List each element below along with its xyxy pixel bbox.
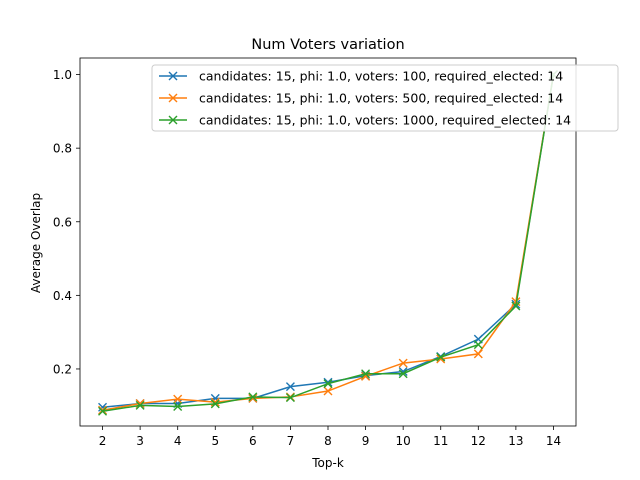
legend-swatch-marker: [168, 115, 178, 125]
data-point-s3-8: [323, 379, 333, 389]
x-tick-label-4: 4: [174, 434, 182, 448]
x-tick-label-12: 12: [471, 434, 486, 448]
data-point-s1-7: [285, 382, 295, 392]
data-point-s2-8: [323, 386, 333, 396]
y-tick-label-0.2: 0.2: [53, 362, 72, 376]
chart-title: Num Voters variation: [251, 37, 404, 53]
legend-item-3: candidates: 15, phi: 1.0, voters: 1000, …: [159, 113, 571, 128]
data-point-s3-2: [98, 406, 108, 416]
data-point-s2-4: [173, 394, 183, 404]
x-axis-label: Top-k: [311, 456, 344, 470]
x-tick-label-8: 8: [324, 434, 332, 448]
x-tick-label-5: 5: [211, 434, 219, 448]
y-tick-label-1.0: 1.0: [53, 68, 72, 82]
legend: candidates: 15, phi: 1.0, voters: 100, r…: [151, 64, 619, 132]
y-tick-label-0.4: 0.4: [53, 289, 72, 303]
data-point-s2-10: [398, 358, 408, 368]
x-tick-label-9: 9: [362, 434, 370, 448]
x-tick-label-6: 6: [249, 434, 257, 448]
data-point-s3-13: [511, 301, 521, 311]
data-point-s2-2: [98, 405, 108, 415]
y-axis-label: Average Overlap: [29, 193, 43, 293]
data-point-s3-4: [173, 402, 183, 411]
y-tick-label-0.8: 0.8: [53, 142, 72, 156]
legend-swatch-marker: [168, 71, 178, 81]
data-point-s3-7: [285, 393, 295, 403]
legend-item-1: candidates: 15, phi: 1.0, voters: 100, r…: [159, 69, 563, 84]
data-point-s3-6: [248, 392, 258, 402]
x-tick-label-7: 7: [287, 434, 295, 448]
data-point-s3-5: [210, 399, 220, 409]
legend-label: candidates: 15, phi: 1.0, voters: 500, r…: [199, 91, 563, 106]
x-tick-label-14: 14: [546, 434, 561, 448]
legend-label: candidates: 15, phi: 1.0, voters: 100, r…: [199, 69, 563, 84]
data-point-s3-11: [436, 352, 446, 362]
data-point-s3-9: [361, 369, 371, 379]
legend-label: candidates: 15, phi: 1.0, voters: 1000, …: [199, 113, 571, 128]
x-tick-label-13: 13: [508, 434, 523, 448]
legend-item-2: candidates: 15, phi: 1.0, voters: 500, r…: [159, 91, 563, 106]
data-point-s3-12: [473, 340, 483, 350]
legend-swatch-marker: [168, 93, 178, 103]
x-tick-label-2: 2: [99, 434, 107, 448]
legend-box: [151, 64, 619, 132]
x-tick-label-11: 11: [433, 434, 448, 448]
data-point-s3-3: [135, 400, 145, 410]
y-tick-label-0.6: 0.6: [53, 215, 72, 229]
plot-area: 2 3 4 5 6 7 8 9 10 11 12 13 14 0.2 0.4 0.6 0.8 1.0: [53, 57, 577, 448]
data-point-s3-10: [398, 369, 408, 379]
x-tick-label-10: 10: [396, 434, 411, 448]
x-tick-label-3: 3: [136, 434, 144, 448]
data-point-s2-6: [248, 393, 258, 403]
data-point-s2-12: [473, 349, 483, 359]
